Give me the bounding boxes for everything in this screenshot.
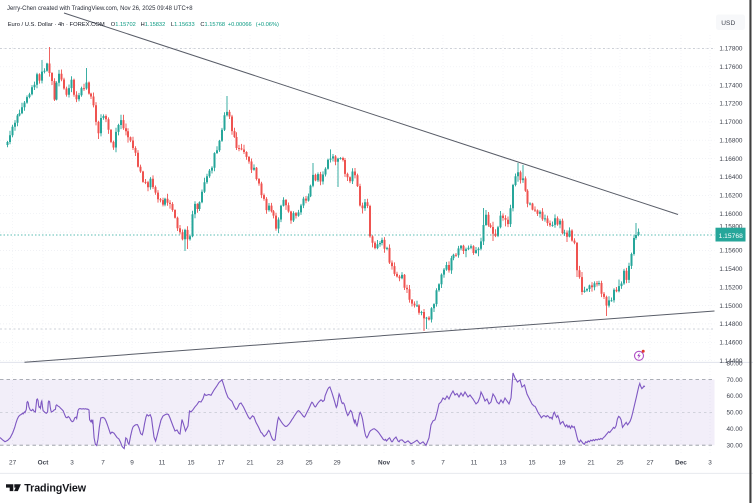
svg-text:1.16800: 1.16800	[719, 137, 743, 144]
svg-text:11: 11	[159, 460, 166, 467]
svg-text:USD: USD	[721, 20, 735, 27]
svg-text:1.15200: 1.15200	[719, 284, 743, 291]
svg-text:80.00: 80.00	[727, 361, 743, 368]
svg-text:1.17200: 1.17200	[719, 101, 743, 108]
svg-text:27: 27	[9, 460, 17, 467]
svg-text:7: 7	[101, 460, 105, 467]
svg-text:1.16400: 1.16400	[719, 174, 743, 181]
svg-text:1.17800: 1.17800	[719, 46, 743, 53]
svg-text:13: 13	[499, 460, 507, 467]
svg-text:Euro / U.S. Dollar · 4h · FORE: Euro / U.S. Dollar · 4h · FOREX.COM	[8, 22, 105, 28]
svg-text:1.14600: 1.14600	[719, 340, 743, 347]
svg-text:21: 21	[246, 460, 254, 467]
svg-text:1.16000: 1.16000	[719, 211, 743, 218]
svg-text:1.14400: 1.14400	[719, 358, 743, 365]
svg-text:3: 3	[70, 460, 74, 467]
svg-text:Oct: Oct	[38, 460, 50, 467]
svg-text:3: 3	[708, 460, 712, 467]
svg-text:1.14800: 1.14800	[719, 321, 743, 328]
svg-text:7: 7	[441, 460, 445, 467]
svg-text:27: 27	[646, 460, 654, 467]
svg-text:30.00: 30.00	[727, 442, 743, 449]
svg-text:1.16600: 1.16600	[719, 156, 743, 163]
svg-text:23: 23	[276, 460, 284, 467]
svg-text:11: 11	[471, 460, 478, 467]
svg-text:15: 15	[528, 460, 536, 467]
svg-text:1.15800: 1.15800	[719, 224, 743, 231]
svg-text:5: 5	[411, 460, 415, 467]
svg-text:1.15400: 1.15400	[719, 266, 743, 273]
svg-text:Dec: Dec	[675, 460, 687, 467]
svg-text:9: 9	[130, 460, 134, 467]
svg-text:Jerry-Chen created with Tradin: Jerry-Chen created with TradingView.com,…	[7, 6, 193, 12]
svg-text:1.15600: 1.15600	[719, 248, 743, 255]
svg-text:1.17600: 1.17600	[719, 64, 743, 71]
svg-text:17: 17	[217, 460, 225, 467]
svg-text:50.00: 50.00	[727, 410, 743, 417]
svg-text:19: 19	[558, 460, 566, 467]
svg-text:1.17000: 1.17000	[719, 119, 743, 126]
svg-text:60.00: 60.00	[727, 393, 743, 400]
svg-text:29: 29	[333, 460, 341, 467]
svg-text:40.00: 40.00	[727, 426, 743, 433]
svg-text:TradingView: TradingView	[24, 483, 86, 495]
svg-text:15: 15	[187, 460, 195, 467]
svg-text:1.15000: 1.15000	[719, 303, 743, 310]
svg-text:25: 25	[305, 460, 313, 467]
svg-text:21: 21	[587, 460, 595, 467]
svg-text:1.17400: 1.17400	[719, 82, 743, 89]
svg-text:Nov: Nov	[378, 460, 391, 467]
svg-text:1.16200: 1.16200	[719, 193, 743, 200]
svg-text:25: 25	[616, 460, 624, 467]
svg-text:70.00: 70.00	[727, 377, 743, 384]
svg-text:1.15768: 1.15768	[719, 233, 743, 240]
